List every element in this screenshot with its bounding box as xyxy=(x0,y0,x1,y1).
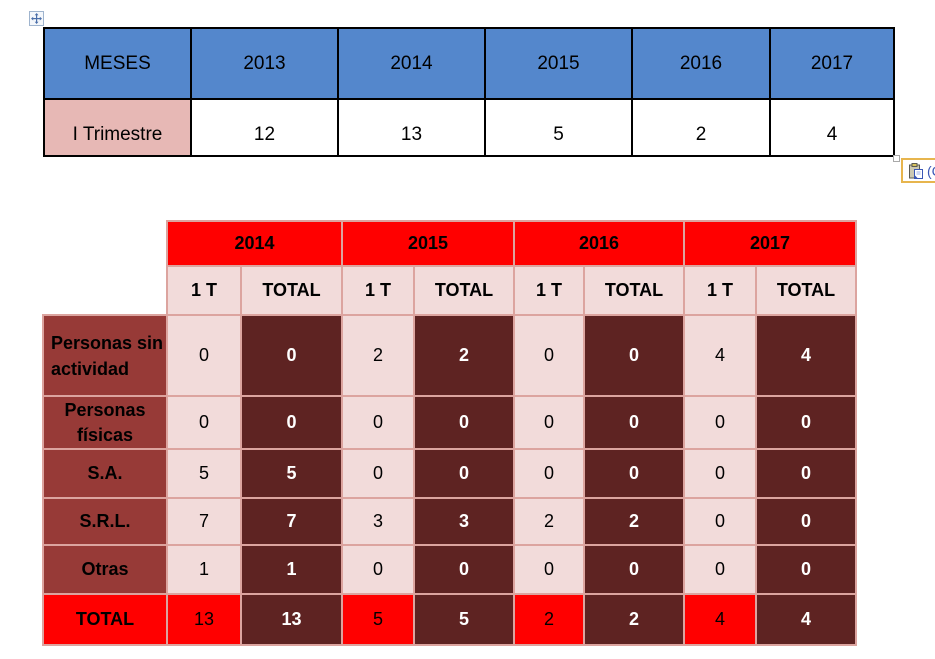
data-cell: 0 xyxy=(166,314,242,397)
t1-header-row: MESES 2013 2014 2015 2016 2017 xyxy=(43,27,895,100)
t1-header-cell: 2013 xyxy=(190,27,339,100)
row-label: Otras xyxy=(42,544,168,595)
year-header: 2016 xyxy=(513,220,685,267)
t2-corner-cell xyxy=(43,221,167,315)
row-label: S.A. xyxy=(42,448,168,499)
subheader-cell: 1 T xyxy=(341,265,415,316)
table-row: Personas sin actividad 0 0 2 2 0 0 4 4 xyxy=(42,314,857,397)
t1-data-row: I Trimestre 12 13 5 2 4 xyxy=(43,98,895,157)
move-cross-icon xyxy=(31,13,42,24)
subheader-cell: 1 T xyxy=(513,265,585,316)
data-cell: 3 xyxy=(341,497,415,546)
table-resize-handle[interactable] xyxy=(893,155,900,162)
total-cell: 4 xyxy=(755,593,857,646)
data-cell: 1 xyxy=(166,544,242,595)
data-cell: 0 xyxy=(341,544,415,595)
row-label: Personas sin actividad xyxy=(42,314,168,397)
subheader-cell: TOTAL xyxy=(240,265,343,316)
table-row: Otras 1 1 0 0 0 0 0 0 xyxy=(42,544,857,595)
paste-options-button[interactable]: (Ct xyxy=(901,158,935,183)
data-cell: 4 xyxy=(755,314,857,397)
data-cell: 4 xyxy=(683,314,757,397)
total-cell: 2 xyxy=(513,593,585,646)
t1-header-cell: 2016 xyxy=(631,27,771,100)
data-cell: 0 xyxy=(755,544,857,595)
data-cell: 0 xyxy=(341,395,415,450)
data-cell: 2 xyxy=(513,497,585,546)
data-cell: 0 xyxy=(413,544,515,595)
total-cell: 4 xyxy=(683,593,757,646)
data-cell: 0 xyxy=(240,314,343,397)
data-cell: 2 xyxy=(341,314,415,397)
data-cell: 0 xyxy=(413,395,515,450)
t1-value-cell: 5 xyxy=(484,98,633,157)
year-header: 2017 xyxy=(683,220,857,267)
t2-year-header-row: 2014 2015 2016 2017 xyxy=(43,220,857,267)
total-cell: 13 xyxy=(166,593,242,646)
data-cell: 0 xyxy=(755,395,857,450)
t2-sub-header-row: 1 T TOTAL 1 T TOTAL 1 T TOTAL 1 T TOTAL xyxy=(43,265,857,316)
data-cell: 0 xyxy=(583,544,685,595)
t1-row-label: I Trimestre xyxy=(43,98,192,157)
data-cell: 5 xyxy=(166,448,242,499)
table-row: Personas físicas 0 0 0 0 0 0 0 0 xyxy=(42,395,857,450)
data-cell: 0 xyxy=(166,395,242,450)
clipboard-icon xyxy=(908,162,924,179)
data-cell: 0 xyxy=(413,448,515,499)
data-cell: 7 xyxy=(166,497,242,546)
total-row: TOTAL 13 13 5 5 2 2 4 4 xyxy=(42,593,857,646)
t1-value-cell: 4 xyxy=(769,98,895,157)
personas-table: 2014 2015 2016 2017 1 T TOTAL 1 T TOTAL … xyxy=(42,220,857,646)
year-header: 2014 xyxy=(166,220,343,267)
data-cell: 0 xyxy=(583,448,685,499)
subheader-cell: 1 T xyxy=(683,265,757,316)
data-cell: 1 xyxy=(240,544,343,595)
data-cell: 0 xyxy=(240,395,343,450)
data-cell: 2 xyxy=(413,314,515,397)
total-cell: 2 xyxy=(583,593,685,646)
t1-header-cell: 2017 xyxy=(769,27,895,100)
row-label: TOTAL xyxy=(42,593,168,646)
table-row: S.R.L. 7 7 3 3 2 2 0 0 xyxy=(42,497,857,546)
subheader-cell: TOTAL xyxy=(413,265,515,316)
total-cell: 5 xyxy=(341,593,415,646)
total-cell: 13 xyxy=(240,593,343,646)
data-cell: 0 xyxy=(583,395,685,450)
data-cell: 3 xyxy=(413,497,515,546)
paste-options-label: (Ct xyxy=(927,162,935,179)
data-cell: 7 xyxy=(240,497,343,546)
data-cell: 0 xyxy=(513,395,585,450)
table-move-handle[interactable] xyxy=(29,11,44,26)
data-cell: 0 xyxy=(341,448,415,499)
data-cell: 0 xyxy=(683,395,757,450)
t1-header-cell: MESES xyxy=(43,27,192,100)
meses-table: MESES 2013 2014 2015 2016 2017 I Trimest… xyxy=(43,27,895,157)
data-cell: 0 xyxy=(683,497,757,546)
data-cell: 0 xyxy=(683,544,757,595)
table-row: S.A. 5 5 0 0 0 0 0 0 xyxy=(42,448,857,499)
subheader-cell: 1 T xyxy=(166,265,242,316)
t1-header-cell: 2015 xyxy=(484,27,633,100)
data-cell: 0 xyxy=(513,448,585,499)
data-cell: 0 xyxy=(755,448,857,499)
t1-header-cell: 2014 xyxy=(337,27,486,100)
t1-value-cell: 2 xyxy=(631,98,771,157)
row-label: Personas físicas xyxy=(42,395,168,450)
data-cell: 0 xyxy=(513,544,585,595)
data-cell: 0 xyxy=(583,314,685,397)
t1-value-cell: 13 xyxy=(337,98,486,157)
subheader-cell: TOTAL xyxy=(755,265,857,316)
data-cell: 0 xyxy=(755,497,857,546)
total-cell: 5 xyxy=(413,593,515,646)
data-cell: 0 xyxy=(513,314,585,397)
year-header: 2015 xyxy=(341,220,515,267)
t1-value-cell: 12 xyxy=(190,98,339,157)
row-label: S.R.L. xyxy=(42,497,168,546)
data-cell: 5 xyxy=(240,448,343,499)
data-cell: 0 xyxy=(683,448,757,499)
data-cell: 2 xyxy=(583,497,685,546)
subheader-cell: TOTAL xyxy=(583,265,685,316)
